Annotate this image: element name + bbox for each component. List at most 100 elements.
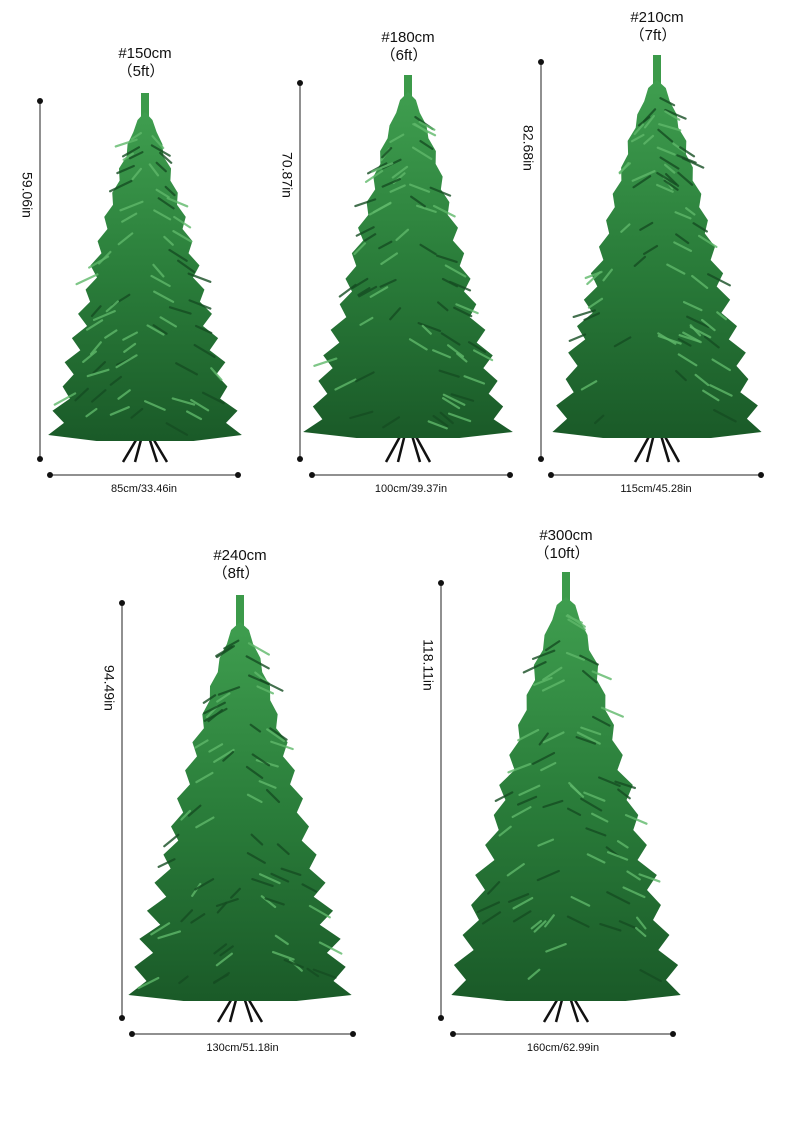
tree-branch	[131, 167, 142, 181]
tree-branch	[442, 393, 466, 406]
tree-branch	[575, 736, 597, 745]
tree-branch	[533, 920, 547, 933]
tree-branch	[258, 780, 277, 789]
tree-tip	[141, 93, 149, 130]
tree-branch	[673, 241, 693, 253]
tree-branch	[116, 164, 135, 175]
height-dot	[119, 1015, 125, 1021]
tree-branch	[659, 156, 680, 170]
tree-branch	[75, 273, 99, 286]
tree-tip	[653, 55, 661, 98]
tree-branch	[507, 762, 532, 774]
tree-branch	[580, 380, 598, 391]
tree-branch	[250, 833, 264, 846]
tree-branch	[421, 324, 432, 335]
tree-branch	[674, 211, 692, 220]
tree-branch	[512, 910, 532, 923]
tree-branch	[440, 332, 461, 346]
tree-branch	[630, 133, 645, 143]
size-feet: （7ft）	[630, 27, 677, 44]
tree-branch	[656, 146, 676, 156]
width-dot	[309, 472, 315, 478]
height-dot	[538, 456, 544, 462]
tree-branch	[642, 108, 657, 123]
tree-branch	[217, 686, 241, 696]
tree-branch	[164, 185, 176, 197]
tree-branch	[159, 151, 173, 164]
tree-branch	[476, 901, 501, 914]
tree-branch	[579, 654, 599, 666]
tree-branch	[146, 324, 165, 336]
tree-branch	[632, 175, 652, 189]
tree-branch	[150, 144, 171, 157]
tree-branch	[439, 411, 454, 425]
tree-branch	[429, 186, 452, 197]
tree-branch	[643, 114, 655, 129]
tree-branch	[544, 914, 555, 928]
tree-branch	[334, 378, 357, 391]
tree-branch	[104, 329, 118, 339]
tree-branch	[675, 233, 690, 245]
tree-branch	[260, 895, 277, 909]
tree-branch	[427, 420, 448, 430]
tree-branch	[585, 827, 607, 837]
tree-branch	[247, 642, 270, 656]
tree-branch	[270, 872, 290, 883]
tree-branch	[308, 904, 331, 919]
tree-branch	[168, 306, 192, 315]
tree-branch	[283, 959, 304, 969]
tree-branch	[698, 234, 718, 248]
width-dot	[129, 1031, 135, 1037]
tree-branch	[447, 412, 472, 423]
tree-branch	[531, 649, 556, 660]
tree-branch	[114, 138, 138, 148]
tree-branch	[656, 183, 674, 193]
tree-branch	[435, 254, 458, 264]
size-title: #180cm	[381, 29, 434, 46]
tree-branch	[358, 285, 378, 298]
tree-branch	[412, 123, 437, 137]
tree-branch	[626, 870, 641, 881]
tree-branch	[692, 222, 708, 233]
tree-branch	[599, 923, 622, 932]
tree-branch	[194, 739, 209, 749]
tree-branch	[481, 911, 502, 925]
tree-branch	[163, 833, 180, 848]
tree-branch	[512, 896, 534, 910]
tree-branch	[85, 407, 98, 418]
tree-branch	[210, 367, 223, 381]
width-label: 130cm/51.18in	[206, 1042, 278, 1054]
tree-branch	[180, 809, 192, 821]
tree-branch	[540, 761, 557, 772]
tree-branch	[130, 407, 144, 419]
tree-branch	[150, 274, 171, 288]
width-dot	[507, 472, 513, 478]
tree-branch	[506, 863, 525, 877]
tree-branch	[91, 389, 107, 403]
tree-branch	[463, 375, 486, 385]
tree-branch	[155, 188, 170, 199]
tree-branch	[580, 726, 602, 736]
tree-branch	[518, 784, 541, 796]
tree-branch	[583, 791, 606, 802]
tree-branch	[638, 873, 661, 883]
tree-branch	[473, 349, 494, 362]
tree-branch	[432, 349, 452, 359]
tree-branch	[432, 204, 456, 218]
width-dot	[47, 472, 53, 478]
tree-branch	[230, 887, 241, 899]
tree-branch	[467, 341, 487, 354]
height-dot	[438, 580, 444, 586]
tree-branch	[168, 248, 188, 262]
tree-branch	[676, 154, 697, 164]
tree-branch	[249, 723, 262, 733]
tree-branch	[453, 306, 473, 318]
tree-branch	[180, 909, 194, 923]
tree-branch	[702, 389, 720, 402]
tree-branch	[566, 614, 586, 628]
tree-branch	[371, 162, 394, 173]
tree-branch	[395, 228, 410, 242]
tree-branch	[115, 354, 138, 369]
tree-branch	[565, 651, 586, 661]
tree-branch	[130, 131, 142, 141]
